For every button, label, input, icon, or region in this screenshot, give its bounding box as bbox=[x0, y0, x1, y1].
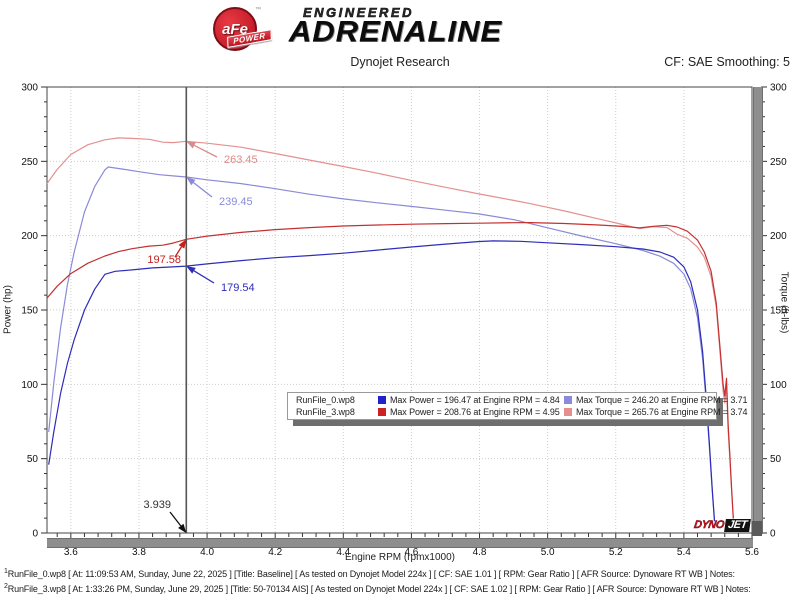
legend-max-power-text: Max Power = 208.76 at Engine RPM = 4.95 bbox=[390, 407, 560, 417]
run-footnote-marker: 2 bbox=[4, 583, 8, 590]
cursor-readout-239.45: 239.45 bbox=[219, 196, 253, 208]
legend-max-torque-text: Max Torque = 265.76 at Engine RPM = 3.74 bbox=[576, 407, 748, 417]
afe-logo: aFe ™ POWER ENGINEERED ADRENALINE bbox=[197, 4, 617, 52]
x-axis-title: Engine RPM (rpmx1000) bbox=[344, 552, 456, 563]
plot-border bbox=[46, 86, 753, 534]
cursor-readout-197.58: 197.58 bbox=[147, 254, 181, 266]
y-axis-title-torque: Torque (ft-lbs) bbox=[778, 271, 790, 334]
curve-runfile-3-torque bbox=[46, 137, 734, 519]
legend-run-name: RunFile_0.wp8 bbox=[296, 395, 355, 405]
axis-ticks bbox=[41, 86, 767, 538]
y-axis-title-power: Power (hp) bbox=[2, 285, 14, 334]
svg-text:100: 100 bbox=[770, 380, 787, 391]
svg-text:5.0: 5.0 bbox=[541, 547, 555, 558]
dynojet-logo-dyno: DYNO bbox=[693, 519, 725, 531]
run-info-line-runfile0: 1RunFile_0.wp8 [ At: 11:09:53 AM, Sunday… bbox=[4, 568, 798, 579]
logo-text-adrenaline: ADRENALINE bbox=[289, 15, 503, 48]
tick-labels: 3.6 3.8 4.0 4.2 4.4 4.6 4.8 5.0 5.2 5.4 5.6 0 0 50 50 1… bbox=[21, 83, 787, 559]
vertical-scrollbar-thumb[interactable] bbox=[752, 521, 762, 536]
svg-text:5.2: 5.2 bbox=[609, 547, 623, 558]
legend-max-torque-runfile0: Max Torque = 246.20 at Engine RPM = 3.71 bbox=[564, 394, 748, 406]
torque-swatch-runfile0 bbox=[564, 396, 572, 404]
dynojet-logo: DYNO JET bbox=[693, 519, 751, 532]
legend-run-name: RunFile_3.wp8 bbox=[296, 407, 355, 417]
horizontal-zoom-scrollbar[interactable] bbox=[47, 538, 753, 548]
svg-text:300: 300 bbox=[21, 83, 38, 94]
svg-text:5.6: 5.6 bbox=[745, 547, 759, 558]
cursor-readout-3.939: 3.939 bbox=[143, 499, 171, 511]
svg-text:4.8: 4.8 bbox=[473, 547, 487, 558]
svg-text:150: 150 bbox=[770, 306, 787, 317]
power-swatch-runfile3 bbox=[378, 408, 386, 416]
power-swatch-runfile0 bbox=[378, 396, 386, 404]
cursor-readout-263.45: 263.45 bbox=[224, 154, 258, 166]
smoothing-note: CF: SAE Smoothing: 5 bbox=[664, 55, 790, 69]
svg-text:50: 50 bbox=[27, 454, 39, 465]
dynojet-logo-jet: JET bbox=[723, 519, 751, 532]
curve-runfile-0-power bbox=[48, 240, 716, 522]
svg-text:4.4: 4.4 bbox=[336, 547, 350, 558]
legend-row-runfile0: RunFile_0.wp8 Max Power = 196.47 at Engi… bbox=[288, 394, 748, 406]
svg-text:4.6: 4.6 bbox=[404, 547, 418, 558]
dyno-plot-canvas: 3.6 3.8 4.0 4.2 4.4 4.6 4.8 5.0 5.2 5.4 5.6 0 0 50 50 1… bbox=[21, 83, 787, 559]
svg-text:3.6: 3.6 bbox=[64, 547, 78, 558]
legend-max-torque-text: Max Torque = 246.20 at Engine RPM = 3.71 bbox=[576, 395, 748, 405]
svg-text:5.4: 5.4 bbox=[677, 547, 691, 558]
afe-power-badge: aFe ™ POWER bbox=[213, 7, 272, 51]
svg-text:4.2: 4.2 bbox=[268, 547, 282, 558]
svg-text:200: 200 bbox=[770, 231, 787, 242]
legend-row-runfile3: RunFile_3.wp8 Max Power = 208.76 at Engi… bbox=[288, 406, 748, 418]
torque-swatch-runfile3 bbox=[564, 408, 572, 416]
svg-text:300: 300 bbox=[770, 83, 787, 94]
svg-text:100: 100 bbox=[21, 380, 38, 391]
trademark-symbol: ™ bbox=[255, 7, 261, 13]
run-footnote-marker: 1 bbox=[4, 568, 8, 575]
svg-text:50: 50 bbox=[770, 454, 782, 465]
svg-text:200: 200 bbox=[21, 231, 38, 242]
gridlines bbox=[47, 87, 752, 533]
svg-text:3.8: 3.8 bbox=[132, 547, 146, 558]
svg-text:250: 250 bbox=[770, 157, 787, 168]
svg-text:150: 150 bbox=[21, 306, 38, 317]
logo-text-engineered: ENGINEERED bbox=[303, 5, 414, 21]
cursor-readout-179.54: 179.54 bbox=[221, 282, 255, 294]
legend-max-power-runfile0: Max Power = 196.47 at Engine RPM = 4.84 bbox=[378, 394, 564, 406]
svg-text:0: 0 bbox=[770, 529, 776, 540]
svg-text:250: 250 bbox=[21, 157, 38, 168]
svg-text:0: 0 bbox=[32, 529, 38, 540]
run-info-line-runfile3: 2RunFile_3.wp8 [ At: 1:33:26 PM, Sunday,… bbox=[4, 583, 798, 594]
curve-runfile-0-torque bbox=[48, 166, 716, 522]
legend-box: RunFile_0.wp8 Max Power = 196.47 at Engi… bbox=[287, 392, 748, 420]
legend-max-torque-runfile3: Max Torque = 265.76 at Engine RPM = 3.74 bbox=[564, 406, 748, 418]
legend-max-power-text: Max Power = 196.47 at Engine RPM = 4.84 bbox=[390, 395, 560, 405]
legend-max-power-runfile3: Max Power = 208.76 at Engine RPM = 4.95 bbox=[378, 406, 564, 418]
run-info-text: RunFile_0.wp8 [ At: 11:09:53 AM, Sunday,… bbox=[7, 569, 735, 579]
run-info-text: RunFile_3.wp8 [ At: 1:33:26 PM, Sunday, … bbox=[7, 584, 751, 594]
vertical-zoom-scrollbar[interactable] bbox=[753, 87, 763, 534]
cursor-value-markers: 263.45 239.45 197.58 179.54 3.939 bbox=[143, 141, 258, 533]
svg-text:4.0: 4.0 bbox=[200, 547, 214, 558]
report-title: Dynojet Research bbox=[350, 55, 450, 69]
curve-runfile-3-power bbox=[46, 222, 734, 519]
